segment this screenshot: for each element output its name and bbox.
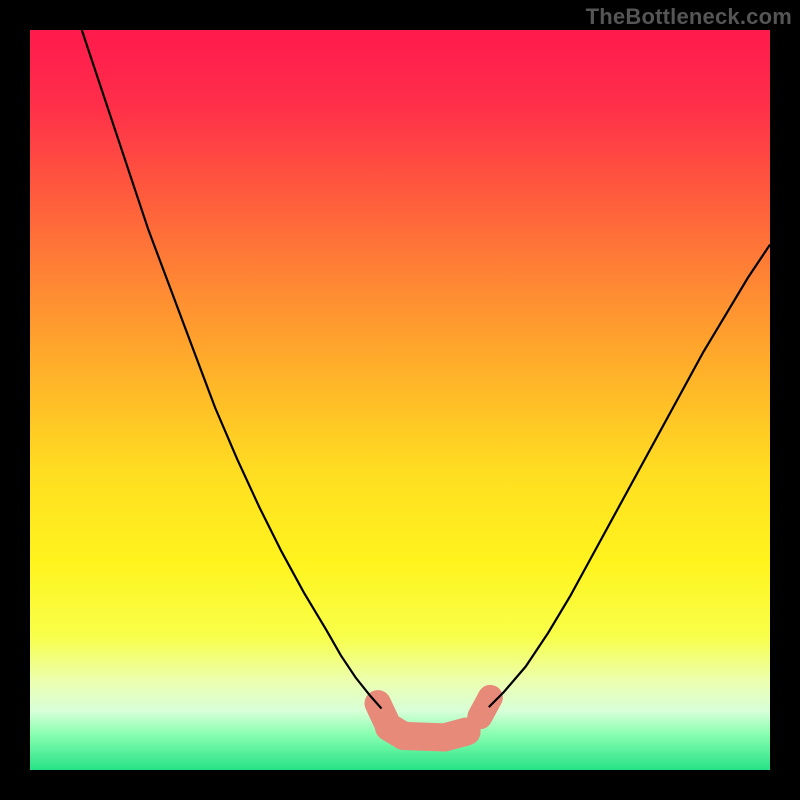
bottleneck-curve-chart: [30, 30, 770, 770]
plot-area: [30, 30, 770, 770]
chart-frame: TheBottleneck.com: [0, 0, 800, 800]
gradient-background: [30, 30, 770, 770]
watermark-text: TheBottleneck.com: [586, 4, 792, 30]
